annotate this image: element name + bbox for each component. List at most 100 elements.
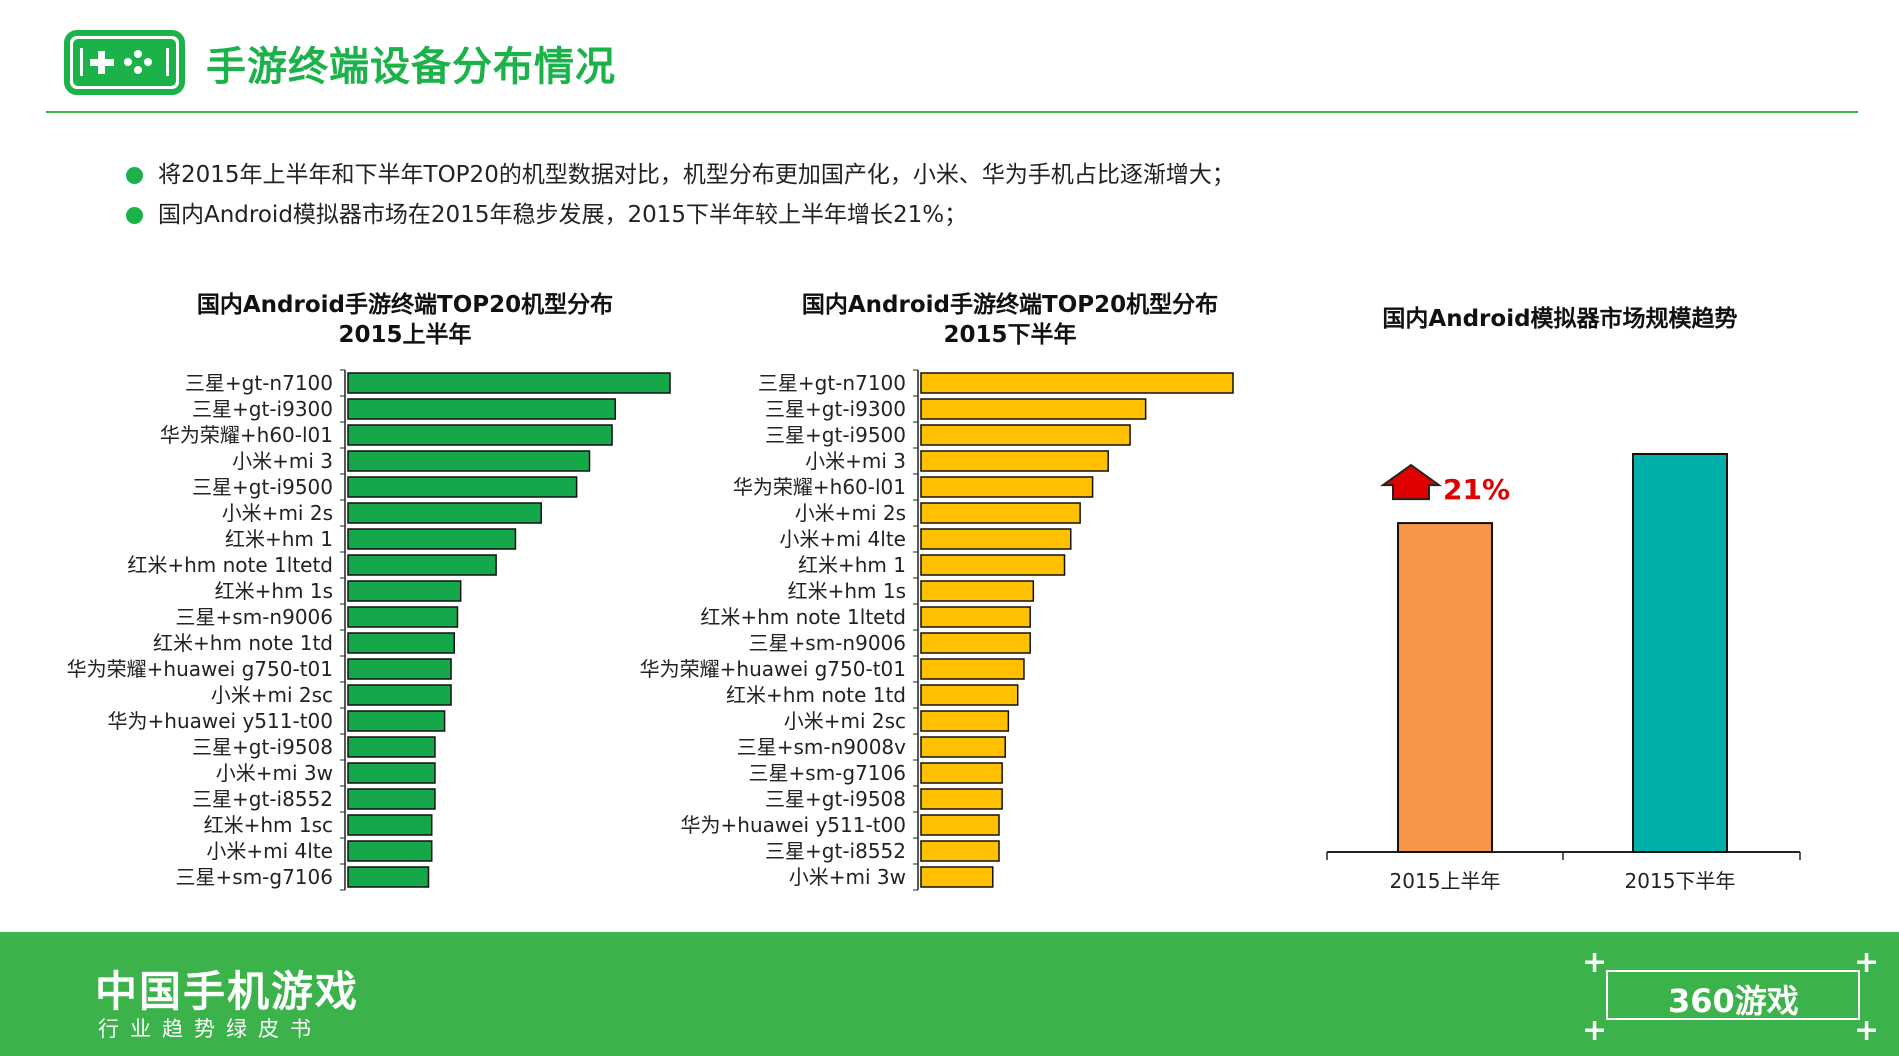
bar xyxy=(347,736,436,758)
bar xyxy=(347,554,497,576)
category-label: 华为荣耀+h60-l01 xyxy=(733,475,906,499)
category-label: 三星+gt-i9500 xyxy=(765,423,906,447)
category-label: 三星+gt-n7100 xyxy=(758,371,906,395)
bar xyxy=(920,866,994,888)
bar xyxy=(920,658,1025,680)
page-title: 手游终端设备分布情况 xyxy=(206,44,616,90)
chart1-title-block: 国内Android手游终端TOP20机型分布 2015上半年 xyxy=(160,290,650,350)
category-label: 小米+mi 2s xyxy=(222,501,333,525)
category-label: 三星+sm-g7106 xyxy=(749,761,906,785)
category-label: 三星+gt-i9508 xyxy=(765,787,906,811)
x-tick-label: 2015上半年 xyxy=(1390,869,1501,893)
category-label: 三星+sm-n9008v xyxy=(737,735,906,759)
bar xyxy=(920,424,1131,446)
footer-subtitle: 行业趋势绿皮书 xyxy=(98,1017,322,1041)
bar xyxy=(920,684,1019,706)
category-label: 小米+mi 2s xyxy=(795,501,906,525)
chart1-title: 国内Android手游终端TOP20机型分布 xyxy=(196,292,614,318)
plus-icon: + xyxy=(1854,1013,1880,1048)
bar xyxy=(347,424,613,446)
category-label: 三星+sm-n9006 xyxy=(176,605,333,629)
bar xyxy=(347,476,578,498)
bar xyxy=(920,632,1031,654)
chart3-title: 国内Android模拟器市场规模趋势 xyxy=(1382,306,1738,332)
category-label: 红米+hm 1sc xyxy=(204,813,333,837)
bar xyxy=(347,788,436,810)
bar xyxy=(347,866,430,888)
bar xyxy=(347,840,433,862)
bar xyxy=(1632,453,1728,853)
category-label: 三星+gt-i9500 xyxy=(192,475,333,499)
chart3-title-block: 国内Android模拟器市场规模趋势 xyxy=(1320,304,1800,334)
footer-title: 中国手机游戏 xyxy=(95,967,360,1016)
category-label: 华为荣耀+huawei g750-t01 xyxy=(640,657,906,681)
bar xyxy=(347,684,452,706)
bar xyxy=(347,528,517,550)
bar xyxy=(347,710,446,732)
footer-band: 中国手机游戏 行业趋势绿皮书 + + + + 360游戏 xyxy=(0,932,1899,1056)
chart2-title-block: 国内Android手游终端TOP20机型分布 2015下半年 xyxy=(765,290,1255,350)
bar xyxy=(1397,522,1493,854)
bullet-text: 国内Android模拟器市场在2015年稳步发展，2015下半年较上半年增长21… xyxy=(158,202,968,228)
bar xyxy=(920,528,1072,550)
category-label: 小米+mi 3w xyxy=(789,865,906,889)
summary-bullets: 将2015年上半年和下半年TOP20的机型数据对比，机型分布更加国产化，小米、华… xyxy=(126,155,1235,235)
bar xyxy=(347,580,462,602)
category-label: 小米+mi 3w xyxy=(216,761,333,785)
bullet-text: 将2015年上半年和下半年TOP20的机型数据对比，机型分布更加国产化，小米、华… xyxy=(158,162,1235,188)
category-label: 三星+gt-i9300 xyxy=(765,397,906,421)
bar xyxy=(920,476,1094,498)
bar xyxy=(920,580,1035,602)
bar xyxy=(920,450,1109,472)
category-label: 华为荣耀+h60-l01 xyxy=(160,423,333,447)
bullet-dot-icon xyxy=(126,207,143,224)
gamepad-icon xyxy=(64,30,185,95)
category-label: 小米+mi 2sc xyxy=(211,683,333,707)
category-label: 小米+mi 2sc xyxy=(784,709,906,733)
category-label: 红米+hm 1s xyxy=(215,579,333,603)
category-label: 红米+hm 1 xyxy=(225,527,333,551)
category-label: 红米+hm note 1ltetd xyxy=(127,553,333,577)
footer-logo: 360游戏 xyxy=(1668,982,1799,1020)
category-label: 华为+huawei y511-t00 xyxy=(108,709,333,733)
header-divider xyxy=(46,111,1858,113)
bar xyxy=(920,398,1147,420)
bar xyxy=(347,606,459,628)
bar xyxy=(347,814,433,836)
category-label: 红米+hm 1 xyxy=(798,553,906,577)
category-label: 小米+mi 3 xyxy=(805,449,906,473)
chart-emulator-trend: 2015上半年 2015下半年 21% xyxy=(1326,453,1801,893)
bullet-item: 国内Android模拟器市场在2015年稳步发展，2015下半年较上半年增长21… xyxy=(126,195,1235,235)
category-label: 三星+gt-i8552 xyxy=(192,787,333,811)
bar xyxy=(347,502,542,524)
category-label: 三星+sm-g7106 xyxy=(176,865,333,889)
bullet-dot-icon xyxy=(126,167,143,184)
bar xyxy=(920,736,1006,758)
chart2-title: 国内Android手游终端TOP20机型分布 xyxy=(801,292,1219,318)
category-label: 小米+mi 4lte xyxy=(206,839,333,863)
bar xyxy=(920,710,1010,732)
chart2-subtitle: 2015下半年 xyxy=(943,322,1077,348)
bar xyxy=(920,814,1000,836)
category-label: 红米+hm 1s xyxy=(788,579,906,603)
bar xyxy=(920,840,1000,862)
bar xyxy=(347,762,436,784)
bar xyxy=(920,502,1081,524)
category-label: 三星+gt-n7100 xyxy=(185,371,333,395)
logo-frame xyxy=(1606,970,1860,1020)
growth-label: 21% xyxy=(1443,473,1510,506)
up-arrow-icon xyxy=(1379,463,1443,501)
bar xyxy=(347,450,591,472)
x-tick-label: 2015下半年 xyxy=(1625,869,1736,893)
category-label: 三星+gt-i9300 xyxy=(192,397,333,421)
bullet-item: 将2015年上半年和下半年TOP20的机型数据对比，机型分布更加国产化，小米、华… xyxy=(126,155,1235,195)
plus-icon: + xyxy=(1582,1013,1608,1048)
bar xyxy=(920,372,1234,394)
bar xyxy=(920,606,1031,628)
category-label: 三星+sm-n9006 xyxy=(749,631,906,655)
category-label: 华为荣耀+huawei g750-t01 xyxy=(67,657,333,681)
bar xyxy=(347,658,452,680)
bar xyxy=(920,762,1003,784)
category-label: 三星+gt-i9508 xyxy=(192,735,333,759)
